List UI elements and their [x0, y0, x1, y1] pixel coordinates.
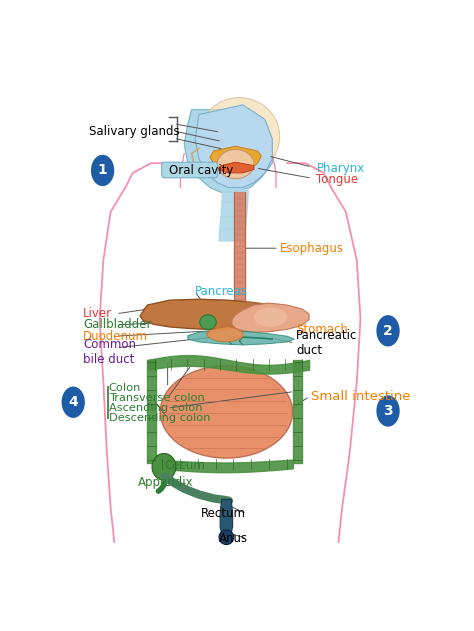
Polygon shape	[234, 192, 245, 198]
Text: 3: 3	[383, 404, 393, 418]
FancyBboxPatch shape	[162, 162, 218, 178]
Polygon shape	[221, 202, 248, 216]
Polygon shape	[222, 190, 248, 202]
Text: Anus: Anus	[219, 532, 248, 545]
Text: Tongue: Tongue	[316, 173, 358, 186]
Text: Colon: Colon	[109, 382, 141, 392]
Polygon shape	[234, 222, 245, 228]
Polygon shape	[234, 295, 245, 300]
Polygon shape	[220, 499, 233, 535]
Text: Oral cavity: Oral cavity	[169, 164, 234, 177]
Polygon shape	[234, 240, 245, 247]
Polygon shape	[234, 198, 245, 204]
Polygon shape	[234, 247, 245, 252]
Polygon shape	[234, 204, 245, 210]
Polygon shape	[184, 110, 272, 192]
Polygon shape	[195, 105, 272, 187]
Ellipse shape	[152, 454, 176, 480]
Circle shape	[61, 386, 86, 419]
Text: Rectum: Rectum	[201, 507, 246, 521]
Polygon shape	[210, 146, 261, 172]
Polygon shape	[234, 271, 245, 276]
Text: Duodenum: Duodenum	[83, 329, 148, 343]
Text: Transverse colon: Transverse colon	[109, 393, 205, 403]
Text: Pharynx: Pharynx	[316, 162, 365, 175]
Circle shape	[90, 154, 115, 187]
Ellipse shape	[217, 150, 254, 179]
Text: 1: 1	[98, 163, 108, 177]
Polygon shape	[225, 301, 301, 328]
Text: Liver: Liver	[83, 307, 112, 321]
Text: Salivary glands: Salivary glands	[89, 125, 179, 138]
Text: Common
bile duct: Common bile duct	[83, 338, 136, 366]
Polygon shape	[220, 216, 246, 229]
Text: Pancreas: Pancreas	[195, 285, 248, 298]
Polygon shape	[234, 259, 245, 264]
Text: Appendix: Appendix	[138, 476, 194, 490]
Ellipse shape	[254, 307, 287, 327]
Circle shape	[375, 314, 401, 347]
Text: 2: 2	[383, 324, 393, 338]
Polygon shape	[234, 234, 245, 240]
Polygon shape	[234, 216, 245, 222]
Text: Descending colon: Descending colon	[109, 413, 210, 423]
Ellipse shape	[199, 98, 280, 175]
Polygon shape	[140, 299, 298, 329]
Polygon shape	[234, 276, 245, 283]
Ellipse shape	[219, 530, 234, 545]
Polygon shape	[234, 264, 245, 271]
Polygon shape	[232, 303, 309, 333]
Text: Ascending colon: Ascending colon	[109, 403, 202, 413]
Polygon shape	[234, 283, 245, 288]
Polygon shape	[234, 288, 245, 295]
Text: 4: 4	[68, 395, 78, 410]
Polygon shape	[219, 229, 246, 241]
Polygon shape	[217, 162, 254, 173]
Text: Esophagus: Esophagus	[280, 242, 344, 255]
Text: Cecum: Cecum	[164, 459, 205, 473]
Text: Small intestine: Small intestine	[311, 390, 410, 403]
Text: Pancreatic
duct: Pancreatic duct	[296, 329, 357, 357]
Polygon shape	[234, 210, 245, 216]
Ellipse shape	[160, 366, 292, 458]
Polygon shape	[188, 330, 294, 345]
Polygon shape	[234, 252, 245, 259]
Text: Stomach: Stomach	[296, 323, 348, 336]
Circle shape	[375, 394, 401, 427]
Polygon shape	[234, 300, 245, 307]
Ellipse shape	[200, 315, 216, 329]
Polygon shape	[206, 326, 243, 342]
Polygon shape	[234, 228, 245, 234]
Text: Gallbladder: Gallbladder	[83, 319, 152, 331]
